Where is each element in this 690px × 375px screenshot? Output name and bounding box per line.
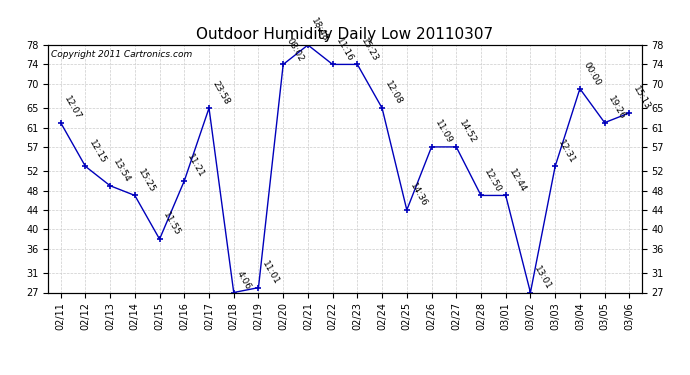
Text: 14:36: 14:36	[408, 182, 429, 209]
Text: 12:08: 12:08	[384, 80, 404, 107]
Text: 19:26: 19:26	[606, 94, 627, 121]
Text: Copyright 2011 Cartronics.com: Copyright 2011 Cartronics.com	[51, 50, 193, 59]
Text: 4:06: 4:06	[235, 269, 253, 291]
Text: 12:15: 12:15	[87, 138, 108, 165]
Text: 12:31: 12:31	[557, 138, 578, 165]
Text: 12:07: 12:07	[62, 94, 83, 121]
Text: 13:01: 13:01	[532, 264, 553, 291]
Text: 13:54: 13:54	[112, 158, 132, 184]
Text: 08:02: 08:02	[284, 36, 305, 63]
Text: 12:50: 12:50	[482, 167, 503, 194]
Text: 18:48: 18:48	[309, 17, 330, 44]
Text: 15:13: 15:13	[631, 85, 651, 111]
Text: 14:52: 14:52	[457, 119, 478, 146]
Text: 11:09: 11:09	[433, 118, 453, 146]
Text: 15:25: 15:25	[136, 167, 157, 194]
Text: 11:01: 11:01	[260, 260, 281, 286]
Text: 00:00: 00:00	[581, 60, 602, 87]
Title: Outdoor Humidity Daily Low 20110307: Outdoor Humidity Daily Low 20110307	[197, 27, 493, 42]
Text: 11:55: 11:55	[161, 211, 181, 238]
Text: 11:21: 11:21	[186, 153, 206, 180]
Text: 11:16: 11:16	[334, 36, 355, 63]
Text: 12:44: 12:44	[507, 168, 528, 194]
Text: 15:23: 15:23	[359, 36, 380, 63]
Text: 23:58: 23:58	[210, 80, 231, 107]
